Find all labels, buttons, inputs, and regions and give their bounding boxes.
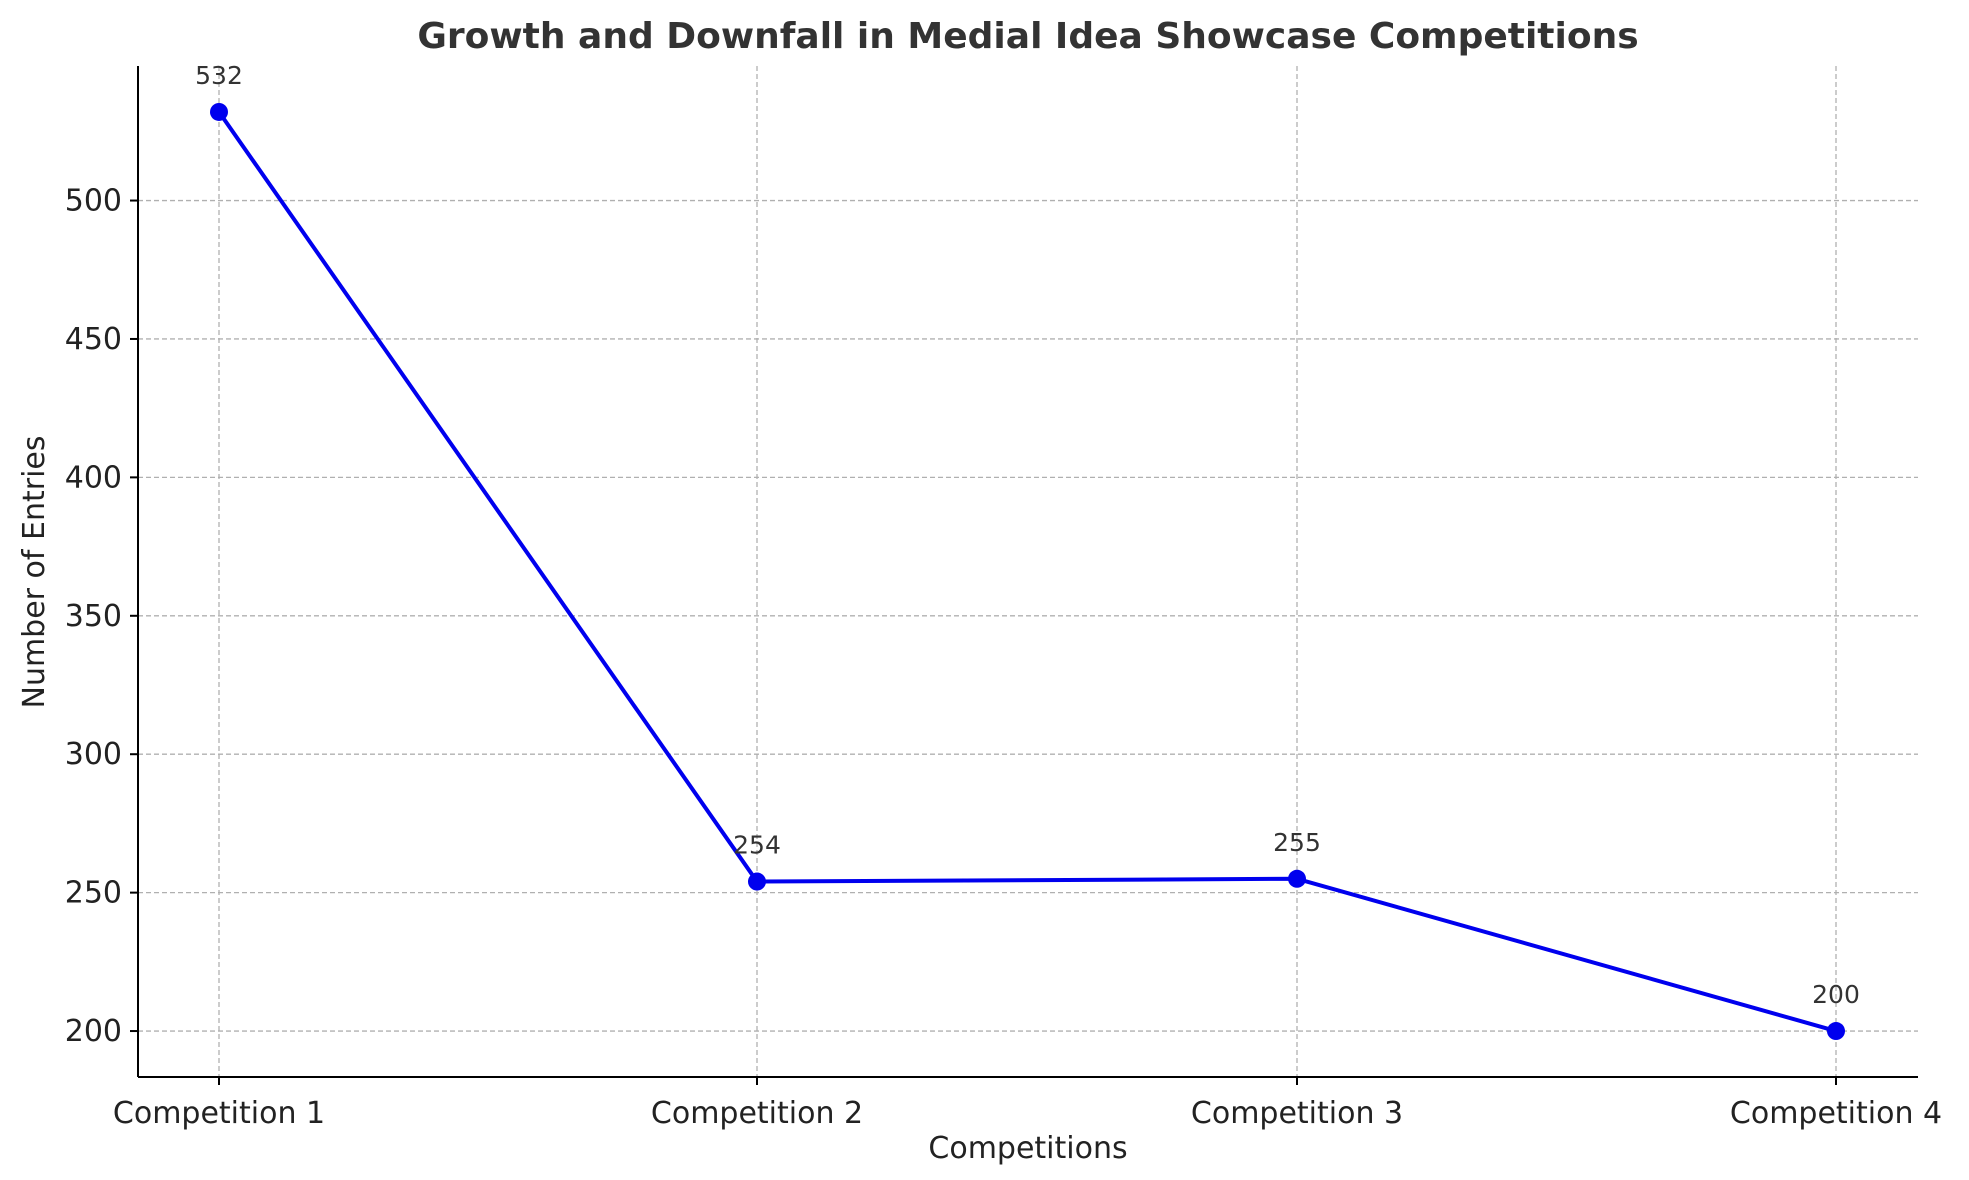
axes [137,66,1918,1078]
y-tick-label: 200 [65,1014,122,1049]
chart-title: Growth and Downfall in Medial Idea Showc… [417,16,1638,57]
y-tick-label: 400 [65,460,122,495]
y-tick-label: 250 [65,876,122,911]
data-point-label: 532 [195,61,243,90]
data-labels: 532 254 255 200 [195,61,1860,1009]
data-point-marker [1288,869,1306,888]
y-tick-label: 300 [65,737,122,772]
grid [138,66,1918,1077]
y-tick-label: 450 [65,322,122,357]
y-tick-label: 350 [65,599,122,634]
data-point-marker [748,872,766,891]
series [210,102,1845,1041]
ticks: 200 250 300 350 400 450 500 Competition 1 Compet… [65,184,1942,1131]
x-tick-label: Competition 4 [1730,1096,1942,1131]
data-point-label: 254 [733,831,781,860]
series-line [217,110,1837,1033]
data-point-label: 255 [1273,828,1321,857]
y-axis-label: Number of Entries [17,436,52,709]
data-point-label: 200 [1812,980,1860,1009]
x-tick-label: Competition 2 [651,1096,863,1131]
x-tick-label: Competition 3 [1191,1096,1403,1131]
x-tick-label: Competition 1 [113,1096,325,1131]
x-axis-label: Competitions [928,1131,1127,1166]
y-tick-label: 500 [65,184,122,219]
data-point-marker [210,102,228,121]
data-point-marker [1827,1022,1845,1041]
